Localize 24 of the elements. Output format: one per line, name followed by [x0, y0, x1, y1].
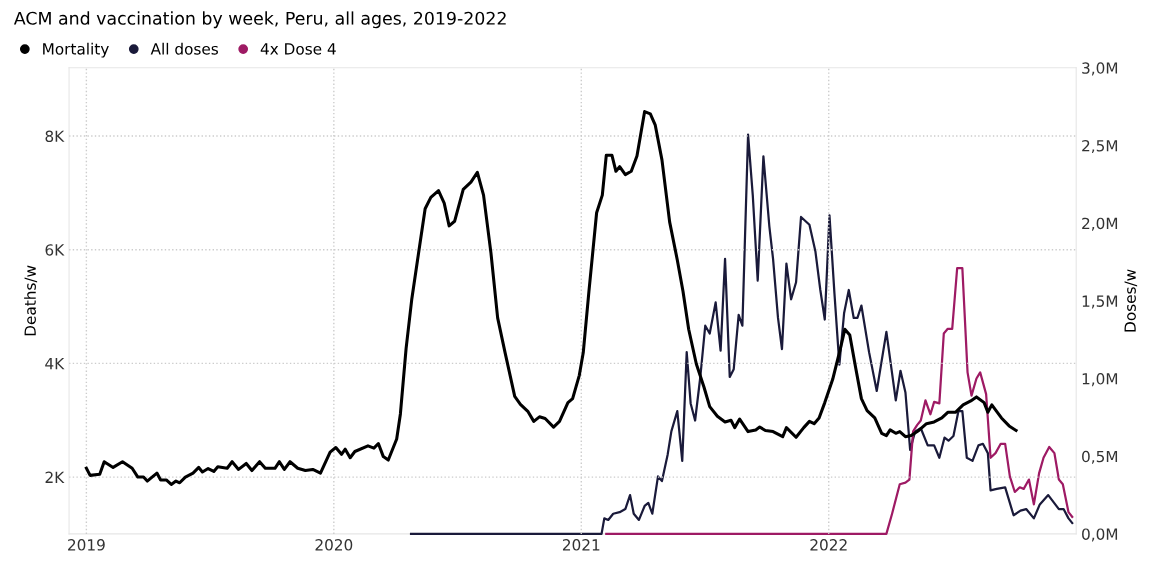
y2-tick-label: 2,0M [1082, 217, 1118, 231]
chart-title: ACM and vaccination by week, Peru, all ages, 2019-2022 [13, 11, 506, 29]
x-tick-label: 2019 [68, 539, 105, 551]
y2-tick-label: 1,5M [1082, 295, 1118, 309]
y2-tick-label: 1,0M [1082, 373, 1118, 387]
y-tick-label: 4K [45, 358, 65, 370]
line-series [605, 267, 1074, 536]
x-tick-label: 2021 [562, 539, 600, 551]
y-tick-label: 2K [45, 471, 65, 483]
x-tick-label: 2020 [315, 539, 353, 551]
line-series [84, 110, 1018, 486]
y2-axis-title: Doses/w [1124, 269, 1138, 332]
legend-label: Mortality [43, 42, 109, 58]
y2-tick-label: 3,0M [1082, 62, 1118, 76]
y2-tick-label: 2,5M [1082, 139, 1118, 154]
y-tick-label: 8K [45, 130, 65, 143]
legend-label: All doses [150, 42, 218, 55]
y2-tick-label: 0,0M [1082, 528, 1118, 542]
line-series [409, 133, 1074, 536]
y-tick-label: 6K [45, 244, 65, 256]
y2-tick-label: 0,5M [1082, 450, 1118, 464]
legend-label: 4x Dose 4 [260, 43, 336, 55]
y-axis-title: Deaths/w [24, 265, 38, 336]
x-tick-label: 2022 [810, 539, 847, 551]
